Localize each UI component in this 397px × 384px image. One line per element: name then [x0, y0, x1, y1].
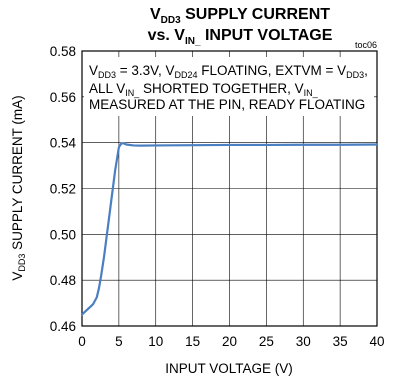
- title1-rest: SUPPLY CURRENT: [181, 6, 331, 23]
- ylabel-sub: DD3: [17, 254, 27, 272]
- series-line: [80, 142, 379, 316]
- x-tick-label: 10: [148, 334, 163, 349]
- annotation-text: SHORTED TOGETHER, V: [139, 81, 303, 96]
- x-tick-label: 35: [333, 334, 348, 349]
- x-tick-label: 15: [185, 334, 200, 349]
- x-ticks: 0 5 10 15 20 25 30 35 40: [78, 334, 384, 349]
- y-ticks: 0.46 0.48 0.50 0.52 0.54 0.56 0.58: [50, 44, 77, 334]
- annotation-text: FLOATING, EXTVM = V: [197, 63, 346, 78]
- x-tick-label: 30: [296, 334, 311, 349]
- annotation-line3: MEASURED AT THE PIN, READY FLOATING: [89, 97, 365, 112]
- annotation-subscript: IN_: [304, 88, 319, 98]
- x-tick-label: 25: [259, 334, 274, 349]
- annotation-text: ALL V: [89, 81, 125, 96]
- annotation-subscript: IN_: [125, 88, 140, 98]
- y-tick-label: 0.54: [50, 136, 77, 151]
- annotation-subscript: DD3: [346, 70, 364, 80]
- ylabel-rest: SUPPLY CURRENT (mA): [10, 95, 25, 253]
- y-axis-label: VDD3 SUPPLY CURRENT (mA): [10, 95, 27, 280]
- figure-tag: toc06: [355, 40, 377, 50]
- x-axis-label: INPUT VOLTAGE (V): [165, 361, 293, 376]
- title2-sub: IN_: [185, 36, 201, 47]
- x-tick-label: 40: [369, 334, 384, 349]
- annotation-subscript: DD3: [98, 70, 116, 80]
- title2-pre: vs. V: [148, 27, 186, 44]
- annotation-box: [84, 57, 374, 116]
- x-tick-label: 20: [222, 334, 237, 349]
- plot-frame: [81, 50, 378, 327]
- annotation-subscript: DD24: [174, 70, 197, 80]
- title1-main: V: [150, 6, 161, 23]
- chart-title-line2: vs. VIN_ INPUT VOLTAGE: [148, 27, 333, 47]
- y-tick-label: 0.58: [50, 44, 76, 59]
- y-tick-label: 0.48: [50, 273, 76, 288]
- annotation-text: ,: [364, 63, 368, 78]
- annotation-line2: ALL VIN_ SHORTED TOGETHER, VIN_: [89, 81, 319, 98]
- y-tick-label: 0.46: [50, 319, 76, 334]
- ylabel-main: V: [10, 272, 25, 281]
- annotation-text: V: [89, 63, 98, 78]
- title2-rest: INPUT VOLTAGE: [201, 27, 333, 44]
- x-tick-label: 0: [78, 334, 86, 349]
- y-tick-label: 0.52: [50, 182, 76, 197]
- title1-sub: DD3: [161, 15, 181, 26]
- x-tick-label: 5: [115, 334, 123, 349]
- y-tick-label: 0.50: [50, 227, 76, 242]
- y-tick-label: 0.56: [50, 90, 76, 105]
- annotation-text: = 3.3V, V: [116, 63, 174, 78]
- annotation-line1: VDD3 = 3.3V, VDD24 FLOATING, EXTVM = VDD…: [89, 63, 368, 80]
- chart-title-line1: VDD3 SUPPLY CURRENT: [150, 6, 330, 26]
- annotation-text: MEASURED AT THE PIN, READY FLOATING: [89, 97, 365, 112]
